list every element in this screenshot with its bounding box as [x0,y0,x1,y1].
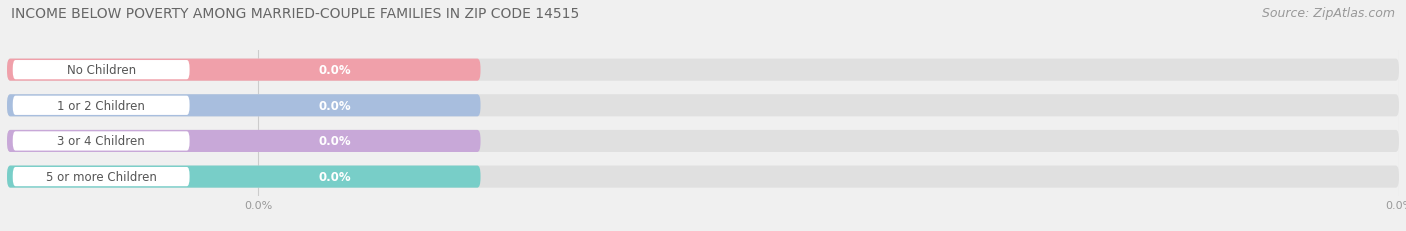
Text: 0.0%: 0.0% [319,170,352,183]
Text: No Children: No Children [66,64,136,77]
Text: Source: ZipAtlas.com: Source: ZipAtlas.com [1261,7,1395,20]
FancyBboxPatch shape [7,95,481,117]
FancyBboxPatch shape [7,59,481,81]
Text: 0.0%: 0.0% [319,99,352,112]
FancyBboxPatch shape [7,166,481,188]
Text: 0.0%: 0.0% [319,135,352,148]
Text: 3 or 4 Children: 3 or 4 Children [58,135,145,148]
FancyBboxPatch shape [7,95,1399,117]
FancyBboxPatch shape [13,61,190,80]
FancyBboxPatch shape [13,132,190,151]
FancyBboxPatch shape [13,167,190,186]
FancyBboxPatch shape [7,130,1399,152]
Text: 1 or 2 Children: 1 or 2 Children [58,99,145,112]
FancyBboxPatch shape [7,130,481,152]
FancyBboxPatch shape [13,96,190,116]
FancyBboxPatch shape [7,166,1399,188]
Text: 5 or more Children: 5 or more Children [46,170,156,183]
FancyBboxPatch shape [7,59,1399,81]
Text: INCOME BELOW POVERTY AMONG MARRIED-COUPLE FAMILIES IN ZIP CODE 14515: INCOME BELOW POVERTY AMONG MARRIED-COUPL… [11,7,579,21]
Text: 0.0%: 0.0% [319,64,352,77]
